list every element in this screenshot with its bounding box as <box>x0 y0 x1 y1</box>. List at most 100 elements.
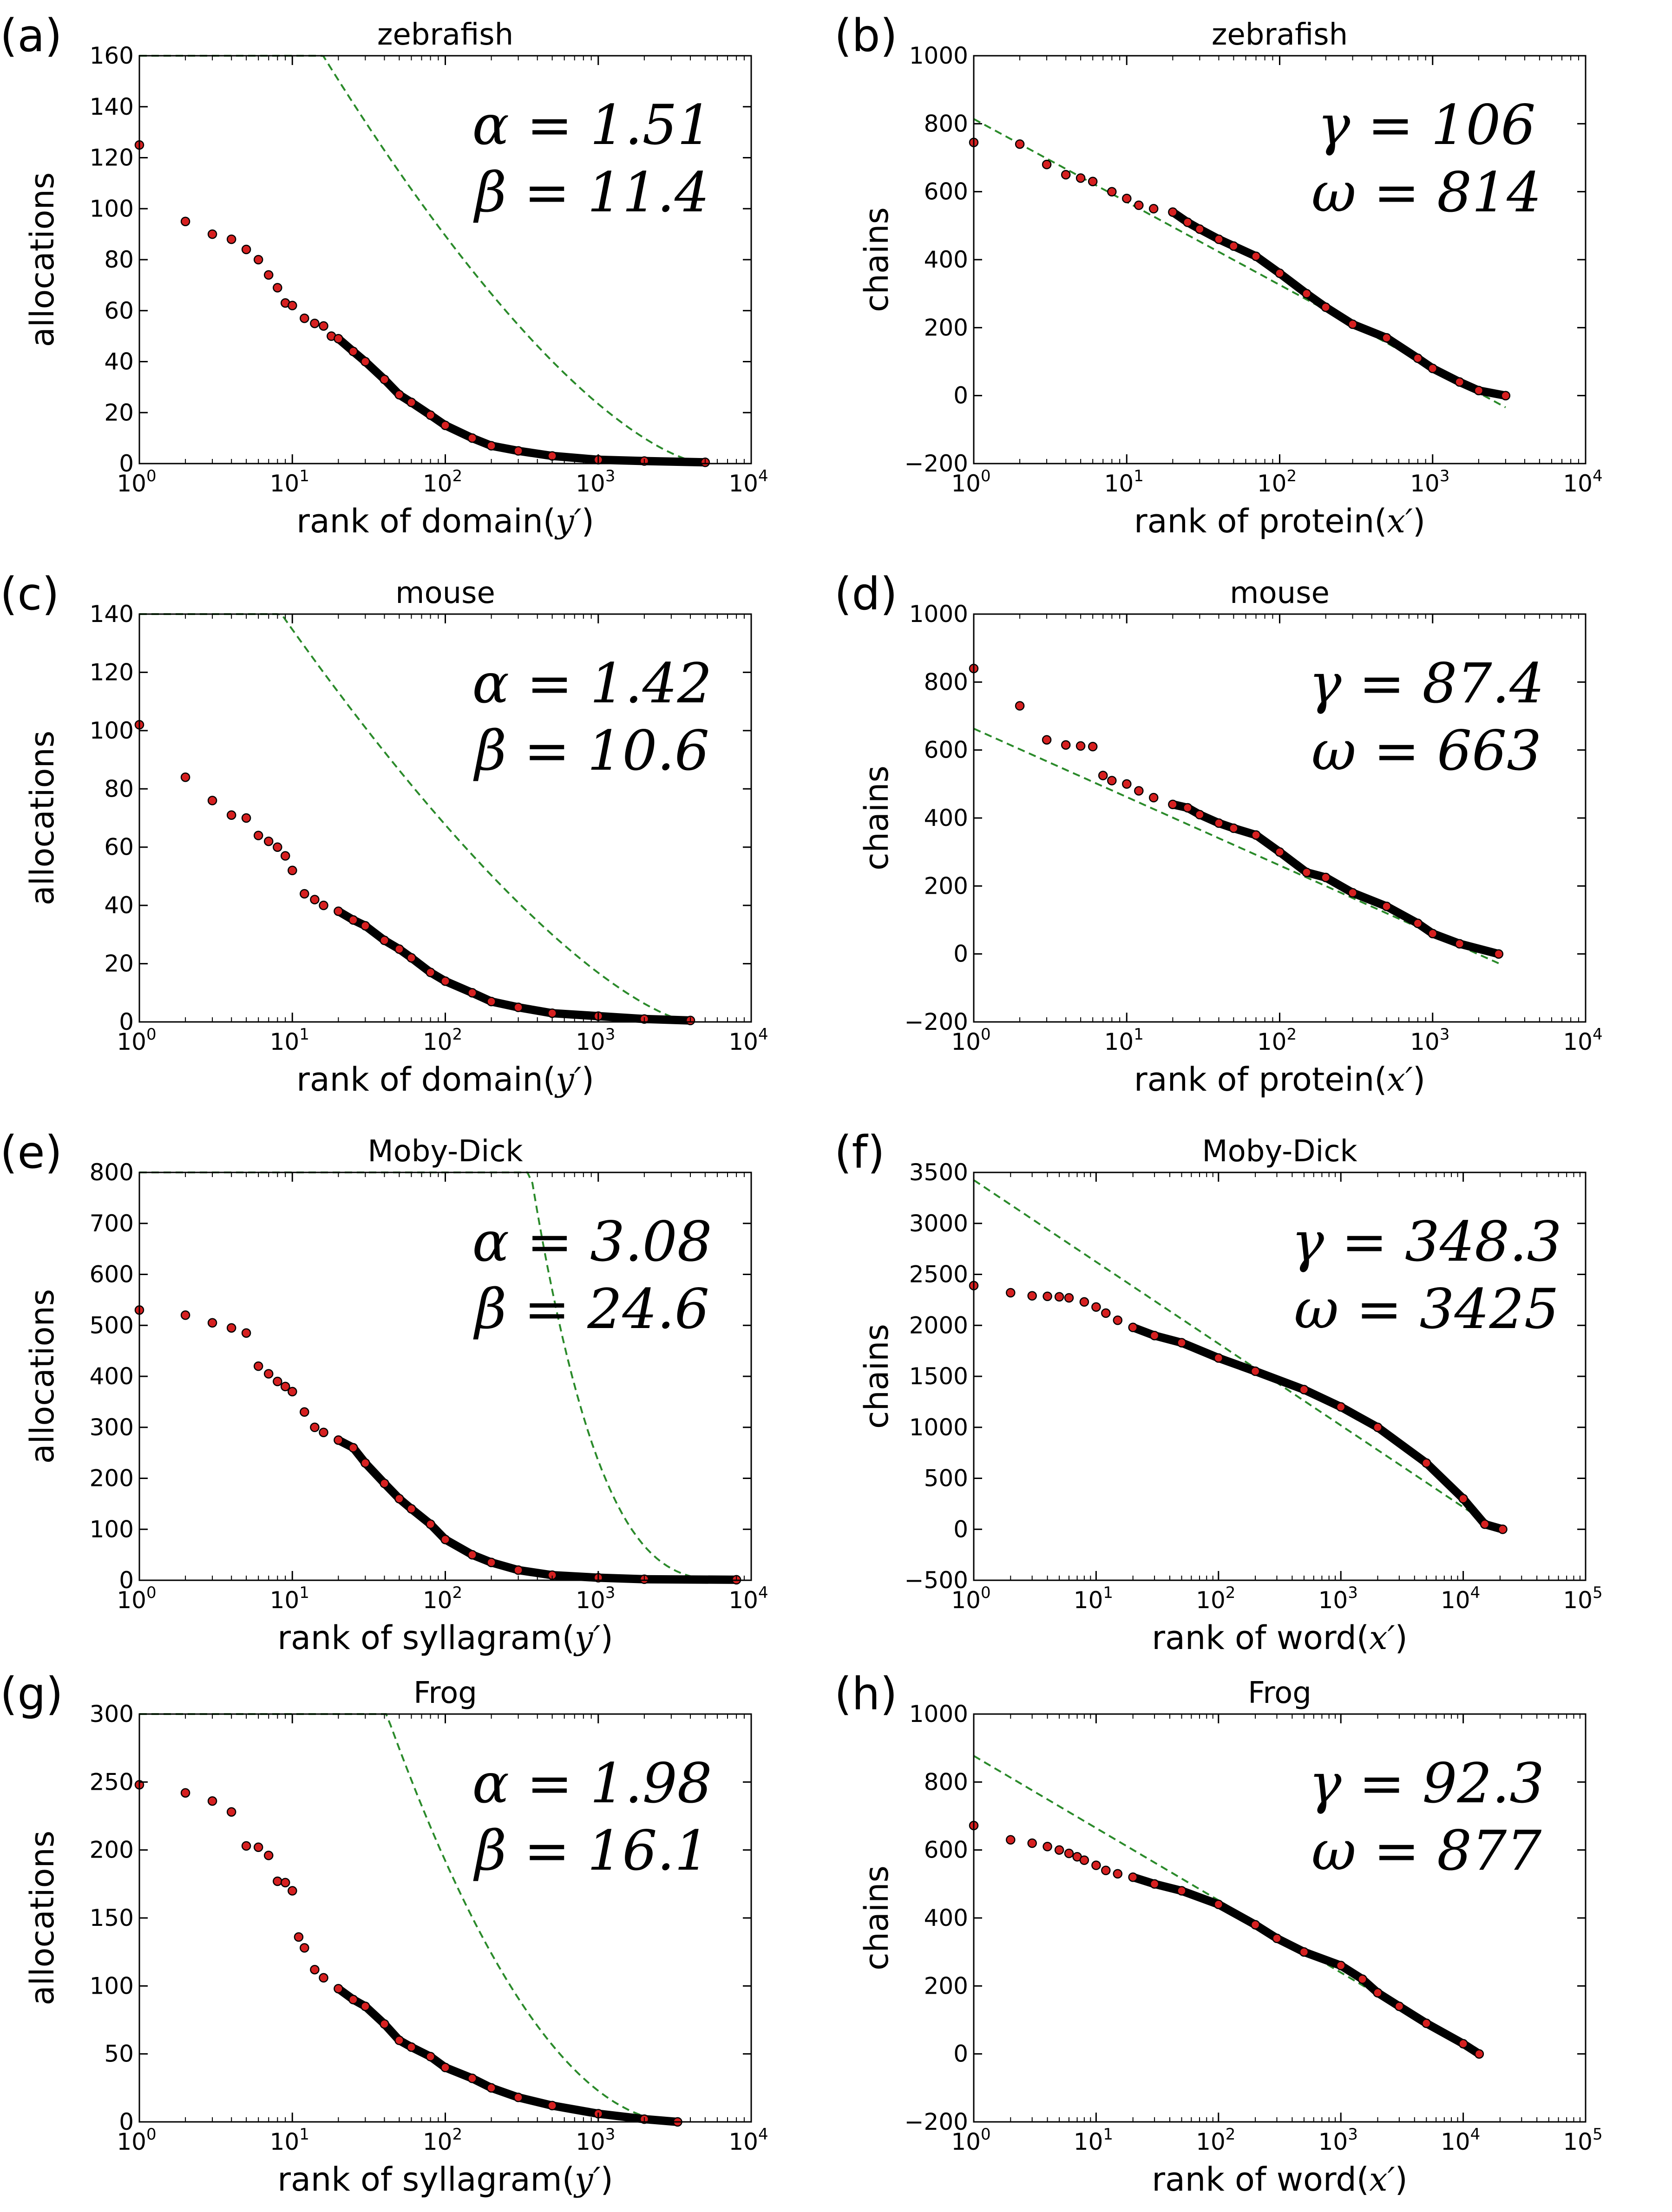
x-tick-label: 102 <box>1257 467 1297 497</box>
data-point <box>1061 740 1071 750</box>
data-point <box>207 1318 217 1328</box>
data-point <box>547 451 557 461</box>
data-point <box>1413 353 1423 363</box>
data-point <box>1458 1494 1468 1504</box>
data-point <box>180 1310 190 1320</box>
x-tick-label: 103 <box>576 1584 615 1614</box>
x-tick-label: 104 <box>1563 1025 1602 1055</box>
data-point <box>1064 1848 1074 1859</box>
data-point <box>1042 159 1052 170</box>
data-point <box>1122 194 1132 203</box>
y-tick-label: 600 <box>924 737 968 764</box>
y-tick-label: 250 <box>90 1768 134 1795</box>
x-tick-label: 101 <box>270 467 309 497</box>
data-point <box>1015 701 1025 711</box>
data-point <box>1348 319 1357 329</box>
y-tick-label: 800 <box>924 110 968 137</box>
data-point <box>253 1842 263 1852</box>
x-tick-label: 100 <box>117 2125 156 2155</box>
panel-title-e: Moby-Dick <box>367 1134 523 1169</box>
data-point <box>1098 771 1108 780</box>
data-point <box>1213 1353 1224 1363</box>
data-point <box>348 915 358 925</box>
data-point <box>226 810 236 820</box>
x-tick-label: 105 <box>1563 2125 1602 2155</box>
y-tick-label: 1000 <box>909 601 968 628</box>
data-point <box>394 2035 404 2045</box>
data-point <box>1428 929 1438 939</box>
data-point <box>1458 2039 1468 2048</box>
y-tick-label: 600 <box>924 178 968 205</box>
data-point <box>361 357 370 366</box>
data-point <box>1113 1869 1123 1879</box>
data-point <box>1251 830 1261 840</box>
data-point <box>1422 2018 1431 2029</box>
data-point <box>288 1387 297 1397</box>
data-point <box>241 813 251 823</box>
y-axis-label-h: chains <box>858 1865 896 1970</box>
x-tick-label: 104 <box>728 2125 768 2155</box>
annotation-a-0: α = 1.51 <box>472 93 712 157</box>
panel-d: −200 0 200 400 600 800 1000 100 101 102 103 104 mous… <box>834 568 1603 1099</box>
data-point <box>1101 1308 1111 1318</box>
data-point <box>1088 742 1098 752</box>
y-tick-label: 700 <box>90 1210 134 1237</box>
data-point <box>1275 268 1285 278</box>
x-axis-label-a: rank of domain(y′) <box>296 502 594 540</box>
panel-label-f: (f) <box>834 1126 885 1178</box>
data-point <box>294 1932 304 1942</box>
y-tick-label: −200 <box>905 1008 968 1035</box>
data-point <box>241 244 251 255</box>
data-point <box>1043 1291 1052 1301</box>
x-tick-label: 104 <box>1563 467 1602 497</box>
y-tick-label: 20 <box>104 950 134 977</box>
data-point <box>440 1534 450 1544</box>
data-point <box>1474 2049 1484 2059</box>
data-point <box>426 968 435 977</box>
data-point <box>1183 217 1193 227</box>
data-point <box>1480 1519 1490 1529</box>
x-tick-label: 100 <box>117 1584 156 1614</box>
data-point <box>1107 776 1117 785</box>
y-tick-label: 200 <box>924 1972 968 1999</box>
y-tick-label: 100 <box>90 1516 134 1543</box>
panel-title-b: zebrafish <box>1212 18 1348 52</box>
y-tick-label: 3500 <box>909 1159 968 1186</box>
data-point <box>394 390 404 400</box>
x-tick-label: 103 <box>576 1025 615 1055</box>
x-tick-label: 100 <box>117 467 156 497</box>
annotation-d-1: ω = 663 <box>1311 719 1541 783</box>
panel-label-e: (e) <box>0 1126 62 1178</box>
x-tick-label: 101 <box>1104 467 1144 497</box>
data-point <box>486 2083 496 2093</box>
annotation-c-1: β = 10.6 <box>473 719 709 783</box>
annotation-f-0: γ = 348.3 <box>1291 1210 1561 1274</box>
data-point <box>1107 187 1117 196</box>
x-tick-label: 104 <box>728 1025 768 1055</box>
data-point <box>253 255 263 265</box>
panel-h: −200 0 200 400 600 800 1000 100 101 102 103 104 105 F… <box>834 1668 1603 2199</box>
data-point <box>440 976 450 986</box>
data-point <box>1149 1879 1160 1889</box>
y-tick-label: 140 <box>90 601 134 628</box>
data-point <box>1413 918 1423 929</box>
annotation-h-0: γ = 92.3 <box>1309 1751 1544 1815</box>
data-point <box>319 900 328 910</box>
data-point <box>1373 1422 1383 1433</box>
data-point <box>1064 1293 1074 1303</box>
annotation-f-1: ω = 3425 <box>1294 1277 1559 1341</box>
annotation-g-0: α = 1.98 <box>472 1751 712 1815</box>
panel-f: −500 0 500 1000 1500 2000 2500 3000 3500 100 101 10… <box>834 1126 1603 1657</box>
data-point <box>1302 867 1311 877</box>
data-point <box>1455 939 1464 949</box>
y-tick-label: 800 <box>924 1768 968 1795</box>
data-point <box>207 229 217 239</box>
data-point <box>1455 377 1464 387</box>
data-point <box>241 1841 251 1851</box>
y-tick-label: 80 <box>104 246 134 273</box>
panel-label-b: (b) <box>834 10 898 62</box>
y-tick-label: 600 <box>90 1261 134 1288</box>
x-axis-label-f: rank of word(x′) <box>1152 1619 1408 1657</box>
data-point <box>547 1008 557 1018</box>
data-point <box>547 2101 557 2111</box>
